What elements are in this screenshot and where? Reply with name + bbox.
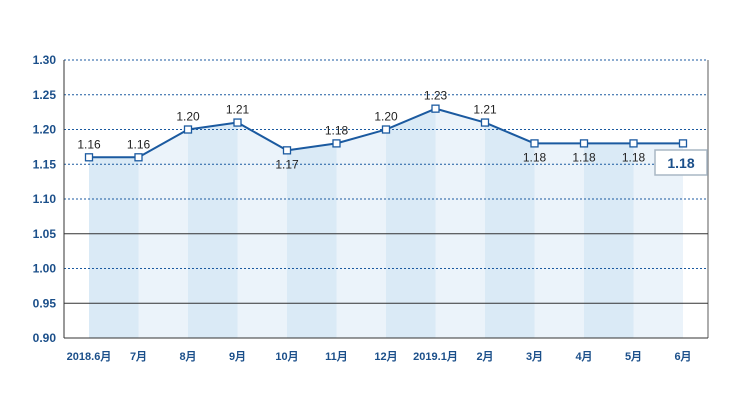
axes xyxy=(63,60,709,339)
data-label: 1.18 xyxy=(622,150,646,164)
data-point-marker xyxy=(530,139,539,148)
data-point-marker xyxy=(134,153,143,162)
x-tick-labels: 2018.6月 7月 8月 9月 10月 11月 12月 2019.1月 2月 3月 4月 5月 6月 xyxy=(67,350,692,363)
area-band xyxy=(188,122,238,338)
x-tick-label: 6月 xyxy=(674,350,691,363)
y-tick-label: 1.10 xyxy=(33,192,57,206)
y-tick-label: 1.30 xyxy=(33,53,57,67)
x-tick-label: 2019.1月 xyxy=(413,350,458,363)
data-label: 1.16 xyxy=(127,137,151,151)
area-band xyxy=(386,108,436,339)
data-point-marker xyxy=(480,118,490,127)
data-point-marker xyxy=(431,104,440,113)
data-label: 1.18 xyxy=(572,150,596,164)
series-markers xyxy=(84,104,688,162)
y-tick-label: 1.00 xyxy=(33,262,57,276)
data-label: 1.21 xyxy=(226,103,250,117)
x-tick-label: 2月 xyxy=(476,350,493,363)
data-label: 1.17 xyxy=(275,157,299,171)
x-tick-label: 12月 xyxy=(374,350,397,363)
y-tick-label: 0.95 xyxy=(33,296,57,310)
data-point-marker xyxy=(579,139,589,148)
highlight-rect xyxy=(654,149,708,176)
y-tick-label: 1.25 xyxy=(33,88,57,102)
data-label: 1.21 xyxy=(473,103,497,117)
data-point-marker xyxy=(282,146,292,155)
area-band xyxy=(485,122,535,338)
y-tick-label: 1.20 xyxy=(33,123,57,137)
x-tick-label: 3月 xyxy=(526,350,543,363)
data-label: 1.20 xyxy=(176,110,200,124)
data-label: 1.23 xyxy=(424,89,448,103)
x-tick-label: 8月 xyxy=(179,350,196,363)
data-point-marker xyxy=(183,125,193,134)
x-tick-label: 4月 xyxy=(575,350,592,363)
x-tick-label: 10月 xyxy=(275,350,298,363)
x-tick-label: 9月 xyxy=(229,350,246,363)
data-point-marker xyxy=(678,139,688,148)
highlight-value: 1.18 xyxy=(667,155,694,171)
area-band xyxy=(584,143,634,338)
data-label: 1.20 xyxy=(374,110,398,124)
data-labels: 1.16 1.16 1.20 1.21 1.17 1.18 1.20 1.23 1.21 1.18… xyxy=(77,89,645,172)
data-label: 1.18 xyxy=(523,150,547,164)
data-label: 1.18 xyxy=(325,123,349,137)
area-fill xyxy=(89,108,683,339)
area-band xyxy=(237,122,287,338)
highlight-box: 1.18 xyxy=(654,149,708,176)
area-band xyxy=(534,143,584,338)
x-tick-label: 5月 xyxy=(625,350,642,363)
data-point-marker xyxy=(84,153,94,162)
area-band xyxy=(633,143,683,338)
area-band xyxy=(287,143,337,338)
area-band xyxy=(89,157,139,338)
data-point-marker xyxy=(381,125,391,134)
y-tick-label: 1.05 xyxy=(33,227,57,241)
y-tick-labels: 0.90 0.95 1.00 1.05 1.10 1.15 1.20 1.25 1.30 xyxy=(33,53,57,345)
data-label: 1.16 xyxy=(77,137,101,151)
data-point-marker xyxy=(629,139,638,148)
x-tick-label: 11月 xyxy=(325,350,348,363)
data-point-marker xyxy=(233,118,242,127)
y-tick-label: 1.15 xyxy=(33,157,57,171)
x-tick-label: 2018.6月 xyxy=(67,350,112,363)
data-point-marker xyxy=(332,139,341,148)
area-band xyxy=(435,108,485,339)
x-tick-label: 7月 xyxy=(130,350,147,363)
y-tick-label: 0.90 xyxy=(33,331,57,345)
